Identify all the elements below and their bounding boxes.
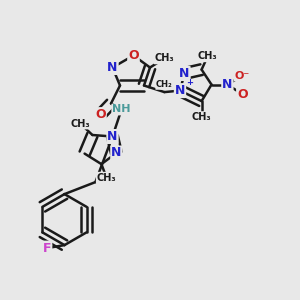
Text: N: N	[107, 130, 118, 143]
Text: CH₃: CH₃	[154, 53, 174, 64]
Text: F: F	[43, 242, 51, 255]
Text: CH₂: CH₂	[156, 80, 173, 89]
Text: N: N	[175, 84, 185, 97]
Text: O: O	[237, 88, 248, 101]
Text: +: +	[187, 78, 194, 87]
Text: CH₃: CH₃	[70, 118, 90, 129]
Text: CH₃: CH₃	[192, 112, 212, 122]
Text: N: N	[222, 78, 233, 91]
Text: O: O	[128, 49, 139, 62]
Text: CH₃: CH₃	[97, 172, 116, 183]
Text: N: N	[111, 146, 122, 160]
Text: O⁻: O⁻	[235, 70, 250, 81]
Text: NH: NH	[112, 104, 131, 115]
Text: N: N	[107, 61, 118, 74]
Text: O: O	[95, 108, 106, 121]
Text: N: N	[179, 67, 190, 80]
Text: CH₃: CH₃	[198, 51, 218, 62]
